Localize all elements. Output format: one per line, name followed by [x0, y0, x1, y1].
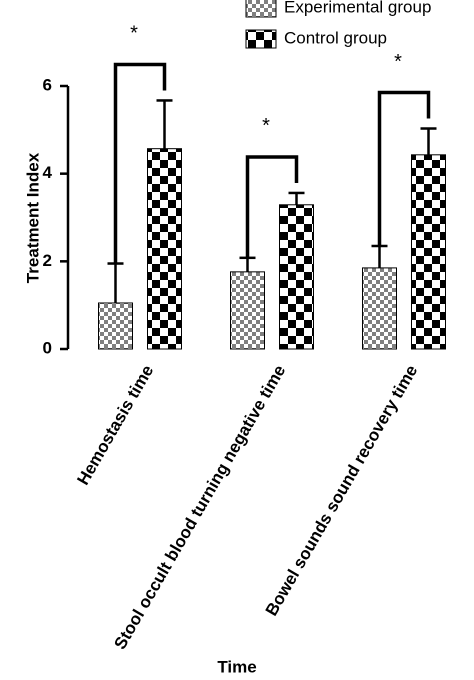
error-bar	[288, 191, 305, 205]
error-bar	[420, 127, 437, 155]
bar	[362, 267, 397, 350]
legend-swatch	[245, 0, 277, 18]
legend-label: Control group	[284, 28, 387, 47]
y-axis-title: Treatment Index	[23, 152, 42, 283]
x-tick-label: Hemostasis time	[73, 362, 157, 489]
significance-label: *	[262, 115, 270, 137]
x-axis-title: Time	[217, 657, 256, 676]
legend-label: Experimental group	[284, 0, 431, 16]
significance-bracket	[245, 155, 299, 258]
error-bar	[107, 262, 124, 303]
x-tick-label: Bowel sounds sound recovery time	[262, 362, 422, 619]
bar	[279, 204, 314, 350]
bar	[411, 154, 446, 350]
error-bar	[156, 99, 173, 149]
y-tick-label: 4	[43, 163, 53, 182]
significance-bracket	[377, 90, 431, 246]
significance-label: *	[130, 23, 138, 45]
y-tick-label: 0	[43, 338, 52, 357]
legend-swatch	[245, 29, 277, 49]
error-bar	[371, 244, 388, 268]
error-bar	[239, 256, 256, 272]
bar	[98, 302, 133, 350]
bar	[230, 271, 265, 350]
y-tick-label: 2	[43, 251, 52, 270]
significance-label: *	[394, 51, 402, 73]
y-tick-label: 6	[43, 75, 52, 94]
significance-bracket	[113, 62, 167, 264]
bar	[147, 148, 182, 350]
